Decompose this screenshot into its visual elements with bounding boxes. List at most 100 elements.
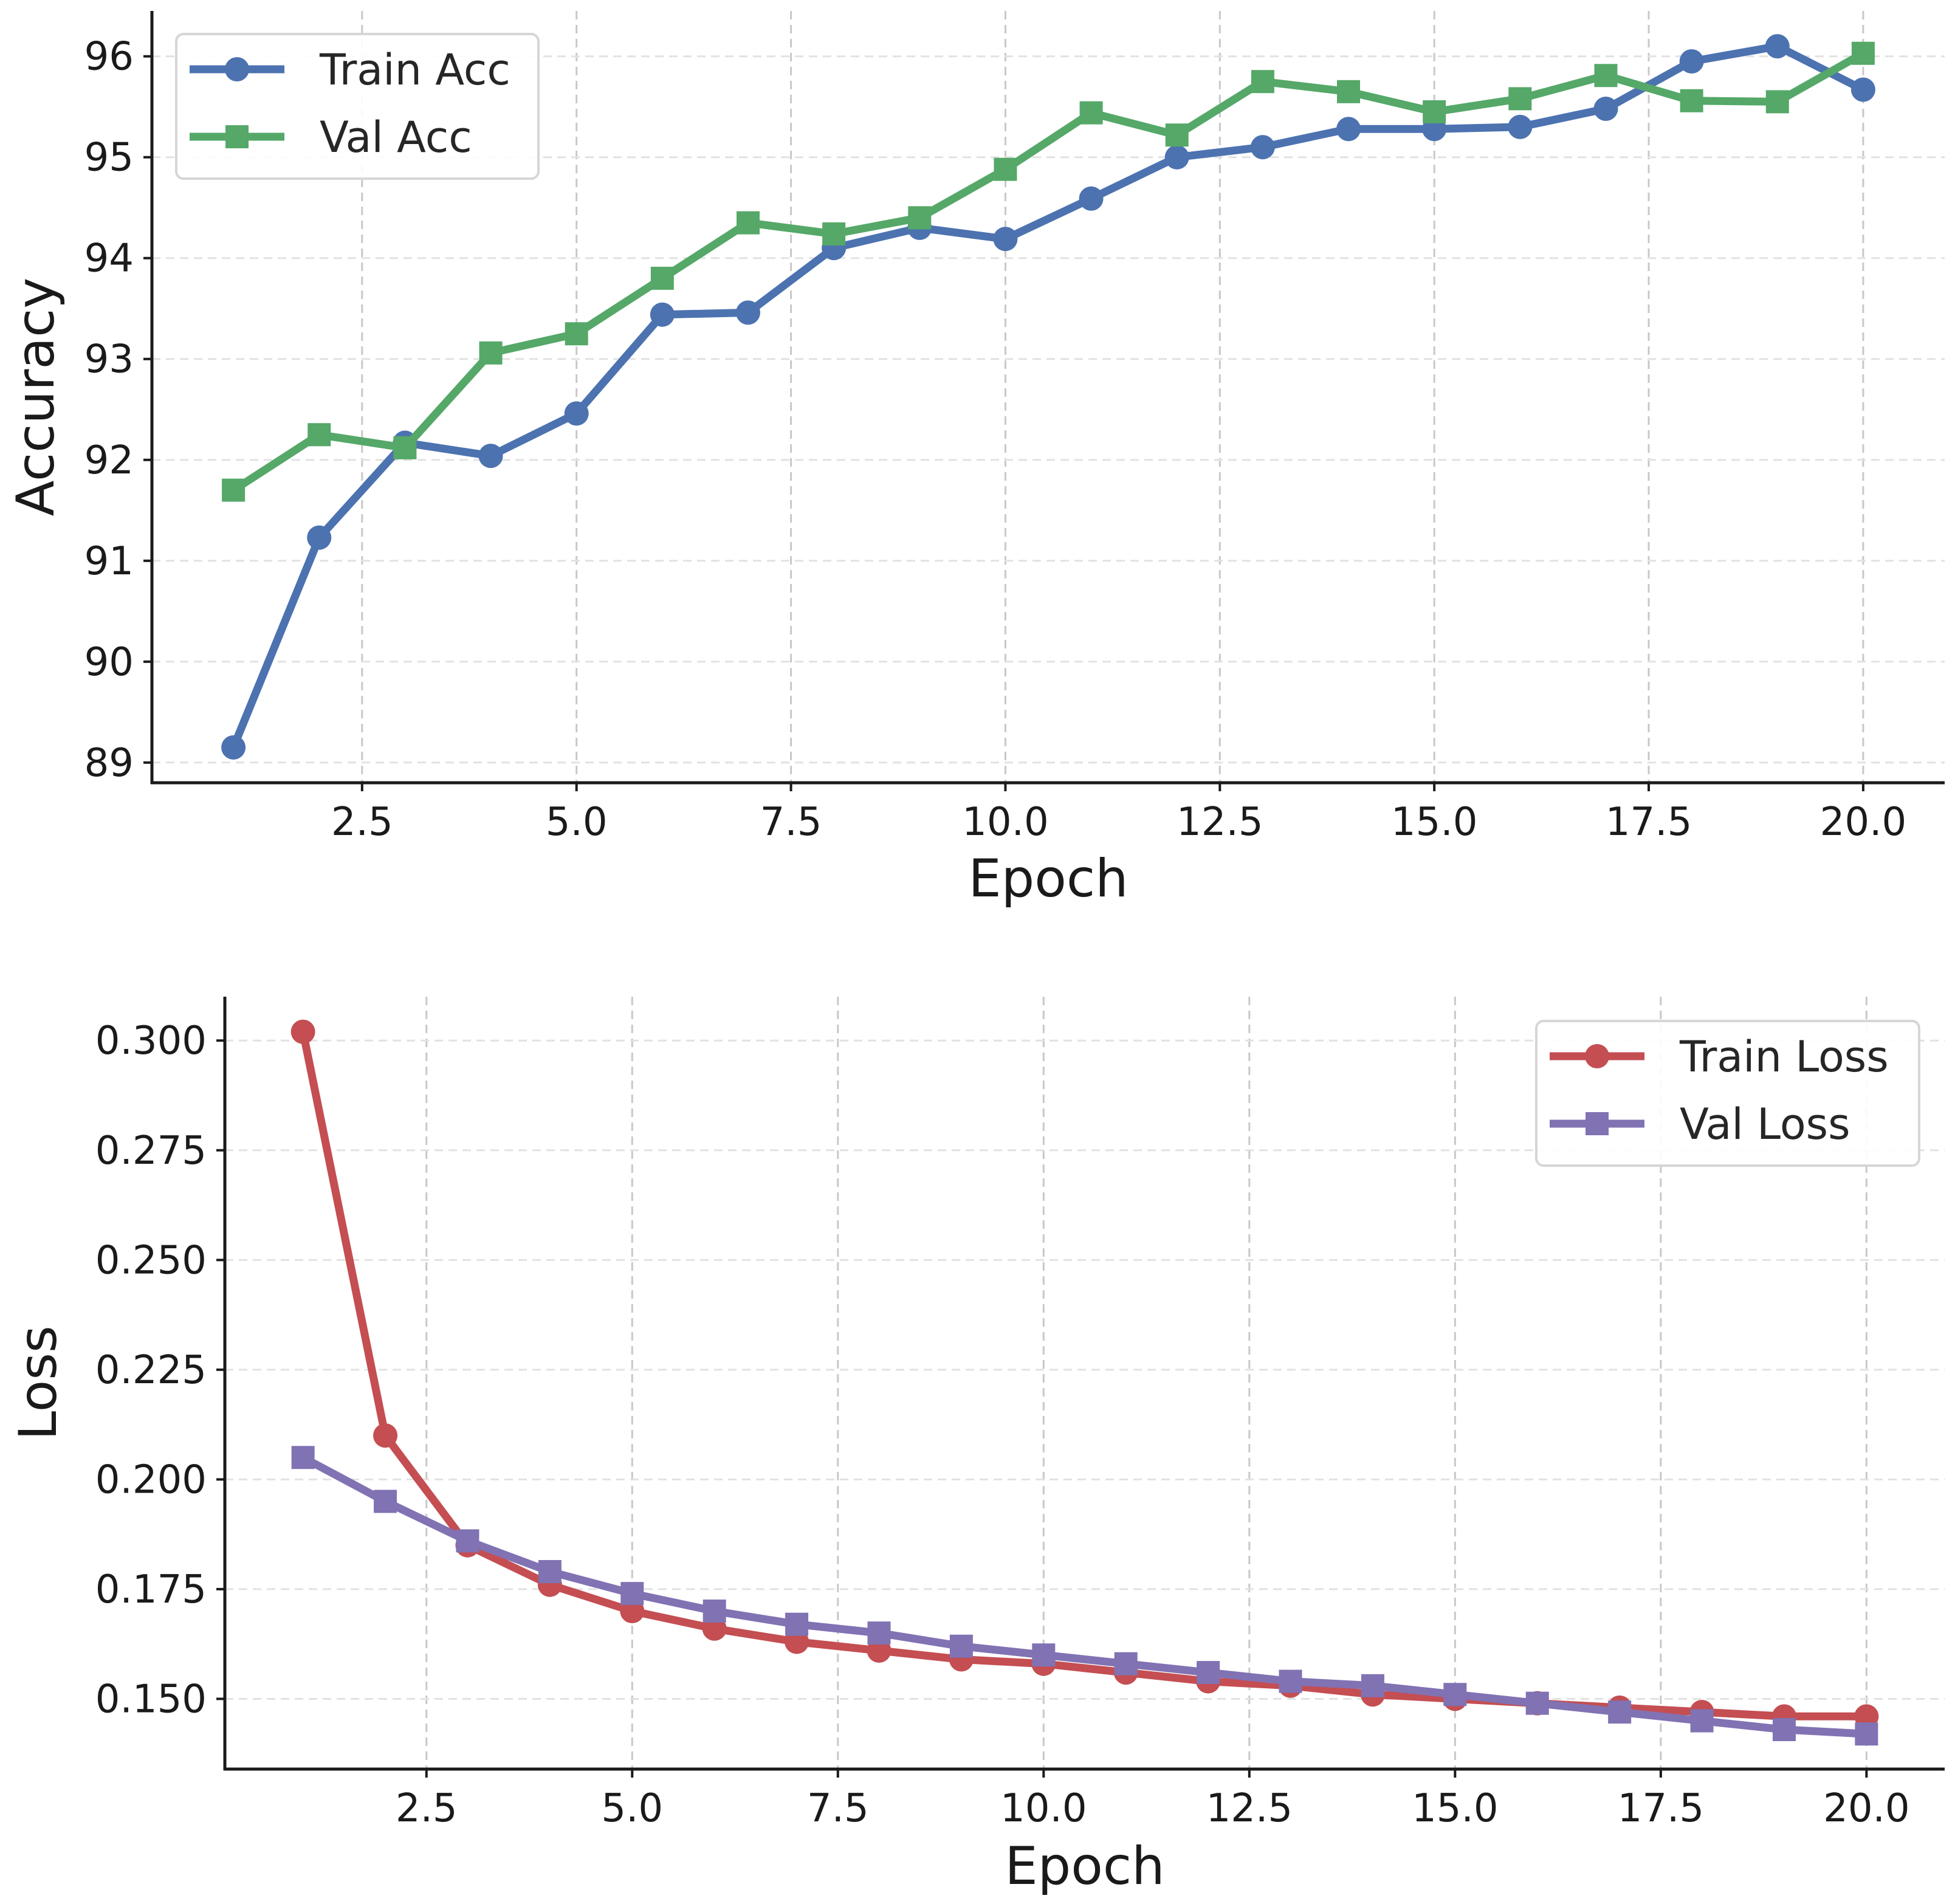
series-val-loss <box>291 1446 1878 1746</box>
y-tick-label: 91 <box>84 539 134 584</box>
data-point <box>538 1560 562 1584</box>
data-point <box>1851 41 1875 65</box>
y-tick-label: 95 <box>84 136 134 180</box>
data-point <box>994 157 1017 181</box>
data-point <box>1593 97 1618 122</box>
data-point <box>1690 1709 1714 1733</box>
x-tick-label: 7.5 <box>760 800 822 845</box>
legend-swatch-marker <box>1585 1044 1609 1068</box>
data-point <box>703 1600 726 1623</box>
data-point <box>222 478 246 502</box>
y-tick-label: 0.225 <box>95 1348 207 1393</box>
data-point <box>1855 1722 1878 1746</box>
x-tick-label: 10.0 <box>962 800 1049 845</box>
loss-grid <box>225 997 1945 1769</box>
x-tick-label: 17.5 <box>1606 800 1692 845</box>
y-tick-label: 0.275 <box>95 1129 207 1174</box>
loss-legend: Train Loss Val Loss <box>1535 1020 1920 1167</box>
x-tick-label: 12.5 <box>1177 800 1263 845</box>
y-tick-label: 0.150 <box>95 1677 207 1722</box>
data-point <box>221 735 246 760</box>
loss-x-axis-label: Epoch <box>1005 1836 1164 1897</box>
x-tick-label: 5.0 <box>601 1786 663 1831</box>
subplot-acc: 2.5 5.0 7.5 10.0 12.5 15.0 17.5 20.0 89 90 91 92 93 9… <box>5 11 1945 909</box>
data-point <box>565 322 588 346</box>
data-point <box>949 1634 973 1658</box>
acc-x-axis-label: Epoch <box>968 848 1128 909</box>
data-point <box>1250 135 1275 160</box>
data-point <box>1336 117 1361 142</box>
x-tick-label: 20.0 <box>1820 800 1907 845</box>
x-tick-label: 10.0 <box>1000 1786 1087 1831</box>
data-point <box>1361 1674 1384 1697</box>
x-tick-label: 17.5 <box>1618 1786 1705 1831</box>
loss-y-axis-label: Loss <box>8 1325 69 1440</box>
y-tick-label: 0.250 <box>95 1238 207 1283</box>
data-point <box>308 423 331 447</box>
data-point <box>1508 114 1533 139</box>
data-point <box>1079 186 1104 211</box>
data-point <box>1680 89 1703 112</box>
acc-legend: Train Acc Val Acc <box>175 33 540 180</box>
series-train-acc <box>221 34 1875 760</box>
data-point <box>1197 1661 1220 1685</box>
x-tick-label: 15.0 <box>1412 1786 1499 1831</box>
data-point <box>1032 1643 1056 1667</box>
series-line <box>299 1453 1871 1738</box>
data-point <box>393 436 417 459</box>
subplot-loss: 2.5 5.0 7.5 10.0 12.5 15.0 17.5 20.0 0.150 0.175 0… <box>8 997 1945 1897</box>
y-tick-label: 0.300 <box>95 1019 207 1064</box>
y-tick-label: 92 <box>84 438 134 483</box>
data-point <box>1525 1691 1549 1715</box>
data-point <box>908 206 932 230</box>
data-point <box>1508 87 1532 111</box>
data-point <box>1165 123 1189 147</box>
acc-y-axis-label: Accuracy <box>5 278 66 517</box>
series-line <box>229 42 1867 752</box>
data-point <box>1765 34 1790 59</box>
data-point <box>822 222 846 246</box>
data-point <box>1608 1700 1632 1724</box>
y-tick-label: 94 <box>84 236 134 281</box>
series-val-acc <box>222 41 1875 502</box>
data-point <box>374 1490 397 1513</box>
series-line <box>229 49 1867 495</box>
data-point <box>1679 49 1704 74</box>
data-point <box>290 1019 315 1044</box>
x-tick-label: 2.5 <box>396 1786 458 1831</box>
legend-swatch-marker <box>225 57 249 81</box>
data-point <box>291 1446 315 1469</box>
data-point <box>307 525 332 550</box>
legend-swatch-marker <box>1586 1112 1609 1135</box>
data-point <box>1850 77 1875 102</box>
data-point <box>456 1529 479 1553</box>
data-point <box>785 1612 809 1636</box>
data-point <box>1594 64 1618 88</box>
data-point <box>1251 70 1274 94</box>
y-tick-label: 0.175 <box>95 1567 207 1612</box>
legend-label: Train Loss <box>1679 1032 1889 1082</box>
y-tick-label: 89 <box>84 741 134 786</box>
x-tick-label: 20.0 <box>1823 1786 1910 1831</box>
x-tick-label: 7.5 <box>807 1786 869 1831</box>
data-point <box>650 302 675 327</box>
data-point <box>1079 101 1103 125</box>
y-tick-label: 93 <box>84 337 134 382</box>
data-point <box>1443 1683 1467 1706</box>
x-tick-label: 12.5 <box>1206 1786 1293 1831</box>
data-point <box>620 1582 644 1606</box>
legend-label: Train Acc <box>319 45 510 95</box>
x-tick-label: 15.0 <box>1391 800 1478 845</box>
y-tick-label: 96 <box>84 35 134 80</box>
x-tick-label: 5.0 <box>546 800 608 845</box>
data-point <box>478 444 503 469</box>
data-point <box>479 341 503 365</box>
data-point <box>1772 1718 1796 1742</box>
data-point <box>1279 1669 1302 1693</box>
legend-swatch-marker <box>225 125 249 148</box>
y-tick-label: 0.200 <box>95 1457 207 1502</box>
y-tick-label: 90 <box>84 640 134 685</box>
legend-label: Val Acc <box>320 112 472 162</box>
